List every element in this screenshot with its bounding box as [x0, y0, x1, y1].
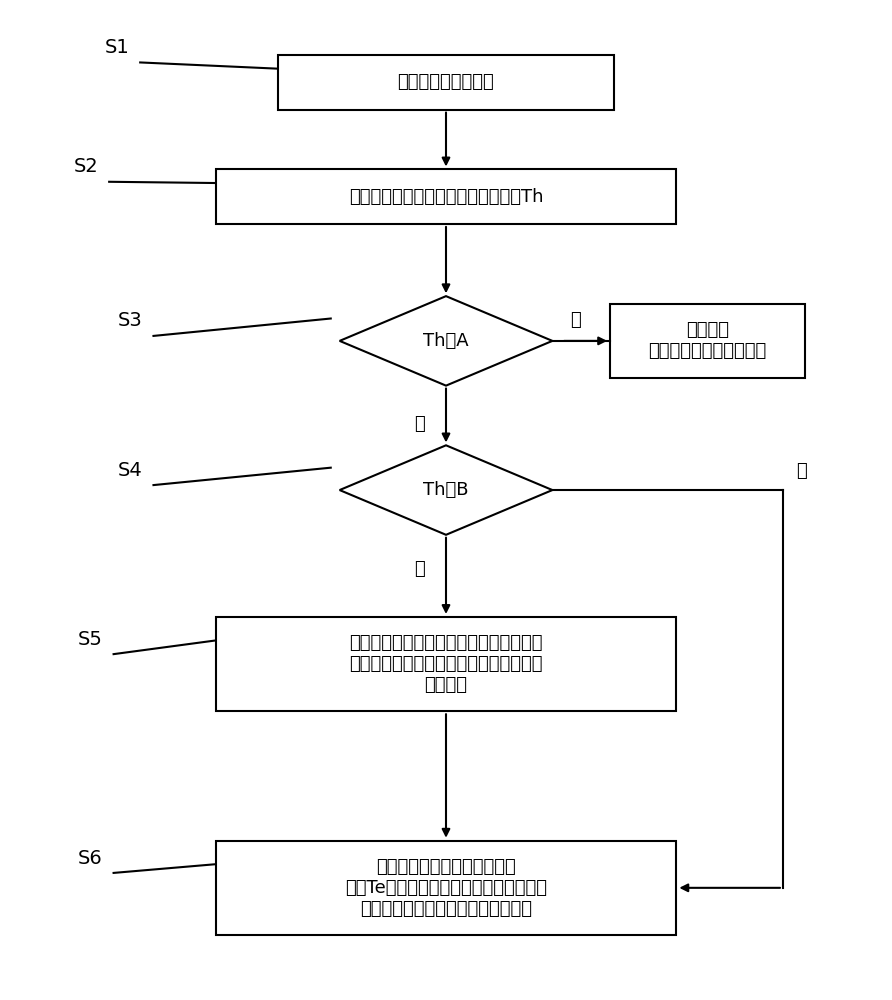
Text: Th＜B: Th＜B: [423, 481, 469, 499]
FancyBboxPatch shape: [216, 841, 676, 935]
Text: 否: 否: [414, 560, 425, 578]
FancyBboxPatch shape: [216, 617, 676, 711]
FancyBboxPatch shape: [610, 304, 805, 378]
Text: 压缩机开启过程中，不再判断排气传感器
的开路故障，以默认排气温度处理，空调
正常运行: 压缩机开启过程中，不再判断排气传感器 的开路故障，以默认排气温度处理，空调 正常…: [350, 634, 542, 694]
Text: 记录压缩机开启前的室外蒸发器温度Th: 记录压缩机开启前的室外蒸发器温度Th: [349, 188, 543, 206]
Polygon shape: [340, 296, 552, 386]
Text: 空调以制热模式运行: 空调以制热模式运行: [398, 73, 494, 91]
Text: S5: S5: [78, 630, 103, 649]
Text: 是: 是: [414, 415, 425, 433]
Text: 执行常规
排气传感器故障检测判断: 执行常规 排气传感器故障检测判断: [648, 321, 766, 360]
Text: Th＜A: Th＜A: [423, 332, 469, 350]
Polygon shape: [340, 445, 552, 535]
Text: S1: S1: [104, 38, 129, 57]
Text: S4: S4: [118, 461, 143, 480]
Text: 否: 否: [570, 311, 581, 329]
Text: 是: 是: [797, 462, 807, 480]
Text: 根据压缩机开启后室内冷凝器
温度Te和压缩机频率是否满足预设关系，
确认检测排气传感器是否开路的条件: 根据压缩机开启后室内冷凝器 温度Te和压缩机频率是否满足预设关系， 确认检测排气…: [345, 858, 547, 918]
FancyBboxPatch shape: [216, 169, 676, 224]
Text: S2: S2: [74, 157, 98, 176]
Text: S6: S6: [78, 848, 103, 867]
FancyBboxPatch shape: [277, 55, 615, 110]
Text: S3: S3: [118, 311, 143, 330]
